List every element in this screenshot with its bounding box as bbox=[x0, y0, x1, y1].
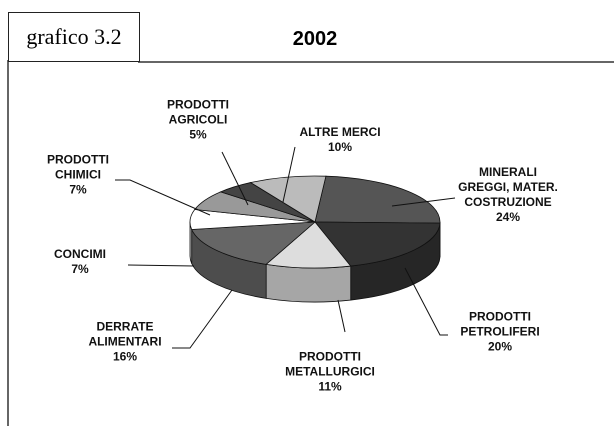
value-label: 7% bbox=[69, 182, 87, 197]
leader-line bbox=[172, 289, 233, 349]
slice-label: PRODOTTI PETROLIFERI 20% bbox=[455, 310, 545, 355]
slice-side bbox=[265, 263, 352, 303]
value-label: 5% bbox=[189, 127, 207, 142]
value-label: 7% bbox=[71, 262, 89, 276]
leader-line bbox=[337, 299, 346, 333]
leader-line bbox=[282, 146, 296, 203]
leader-line bbox=[115, 179, 211, 216]
value-label: 10% bbox=[327, 140, 353, 154]
slice-label: PRODOTTI AGRICOLI 5% bbox=[158, 98, 238, 143]
slice bbox=[191, 221, 317, 265]
leader-line bbox=[127, 264, 195, 267]
leader-line bbox=[221, 151, 249, 206]
slice-label: ALTRE MERCI 10% bbox=[275, 125, 405, 155]
slice bbox=[314, 175, 441, 224]
slice-label: PRODOTTI CHIMICI 7% bbox=[38, 153, 118, 198]
value-label: 20% bbox=[487, 339, 513, 354]
slice-label: PRODOTTI METALLURGICI 11% bbox=[280, 350, 380, 395]
slice bbox=[314, 221, 441, 267]
category-label: PRODOTTI AGRICOLI bbox=[167, 97, 229, 127]
frame bbox=[7, 60, 614, 426]
value-label: 11% bbox=[318, 379, 342, 394]
category-label: PRODOTTI PETROLIFERI bbox=[460, 309, 540, 339]
slice-label: DERRATE ALIMENTARI 16% bbox=[80, 320, 170, 365]
category-label: PRODOTTI METALLURGICI bbox=[285, 349, 375, 379]
leader-line bbox=[391, 197, 456, 207]
value-label: 24% bbox=[495, 210, 521, 224]
category-label: ALTRE MERCI bbox=[299, 125, 381, 139]
chart-title: 2002 bbox=[292, 28, 338, 50]
category-label: PRODOTTI CHIMICI bbox=[47, 152, 109, 182]
category-label: CONCIMI bbox=[54, 247, 106, 261]
category-label: DERRATE ALIMENTARI bbox=[88, 319, 162, 349]
leader-line bbox=[404, 267, 448, 336]
slice bbox=[249, 175, 327, 223]
category-label: MINERALI GREGGI, MATER. COSTRUZIONE bbox=[458, 165, 558, 209]
slice-label: MINERALI GREGGI, MATER. COSTRUZIONE 24% bbox=[455, 165, 561, 225]
slice-label: CONCIMI 7% bbox=[40, 247, 120, 277]
value-label: 16% bbox=[112, 349, 138, 364]
chart-label: grafico 3.2 bbox=[8, 12, 140, 62]
slice bbox=[265, 221, 352, 269]
